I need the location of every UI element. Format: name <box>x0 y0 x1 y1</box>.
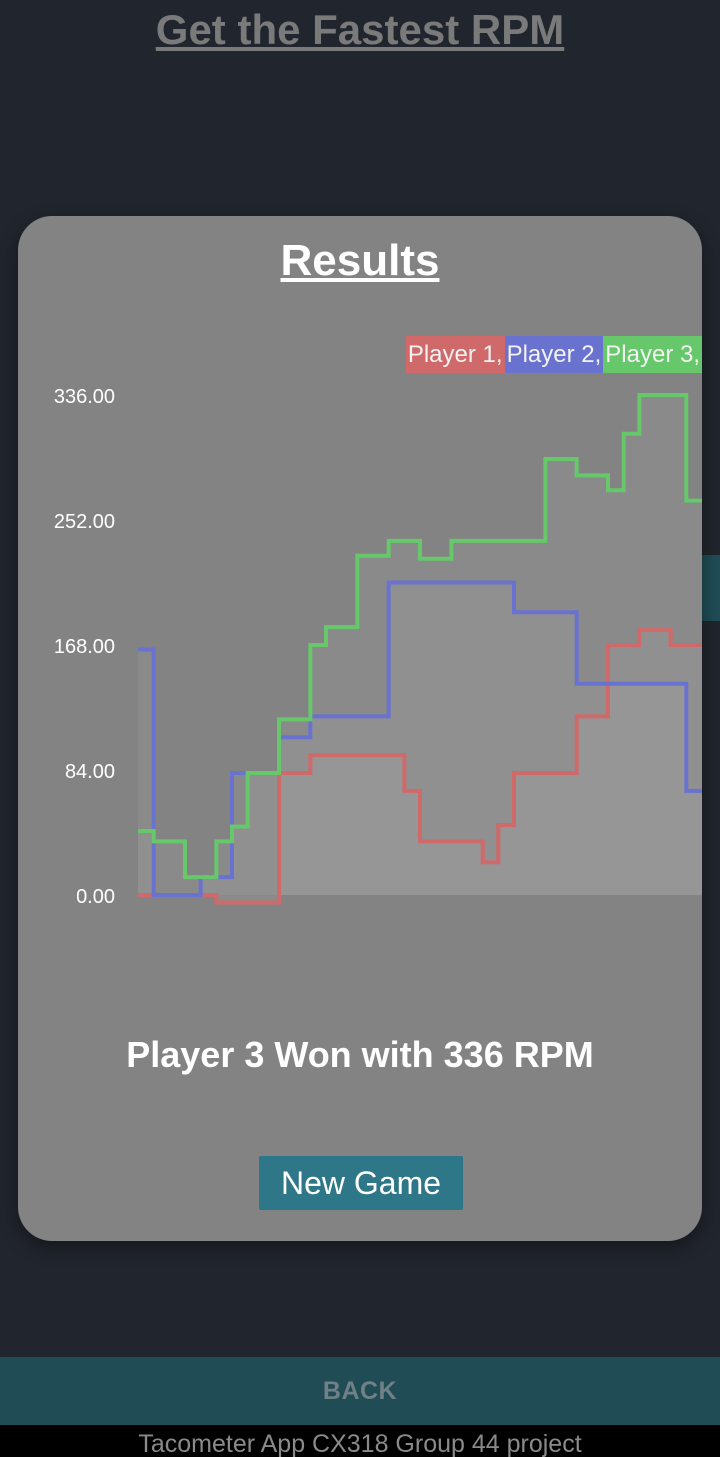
background-band <box>698 555 720 621</box>
series-line-player-2 <box>138 580 702 897</box>
legend-player-2: Player 2, <box>504 336 604 373</box>
page-title: Get the Fastest RPM <box>155 6 565 53</box>
chart-legend: Player 1, Player 2, Player 3, <box>405 336 702 373</box>
rpm-chart: 336.00 252.00 168.00 84.00 0.00 <box>54 386 702 908</box>
footer-text: Tacometer App CX318 Group 44 project <box>0 1425 720 1457</box>
series-line-player-3 <box>138 393 702 880</box>
back-label: BACK <box>322 1376 398 1405</box>
back-button[interactable]: BACK <box>0 1357 720 1425</box>
new-game-button[interactable]: New Game <box>259 1156 463 1210</box>
results-title: Results <box>280 236 440 285</box>
y-tick-label: 252.00 <box>54 511 115 533</box>
results-dialog: Results Player 1, Player 2, Player 3, 33… <box>18 216 702 1241</box>
y-tick-label: 168.00 <box>54 636 115 658</box>
legend-player-1: Player 1, <box>405 336 505 373</box>
winner-text: Player 3 Won with 336 RPM <box>126 1034 594 1075</box>
y-tick-label: 0.00 <box>76 886 115 908</box>
series-line-player-1 <box>138 628 702 905</box>
legend-player-3: Player 3, <box>603 336 702 373</box>
y-tick-label: 336.00 <box>54 386 115 408</box>
y-tick-label: 84.00 <box>65 761 115 783</box>
